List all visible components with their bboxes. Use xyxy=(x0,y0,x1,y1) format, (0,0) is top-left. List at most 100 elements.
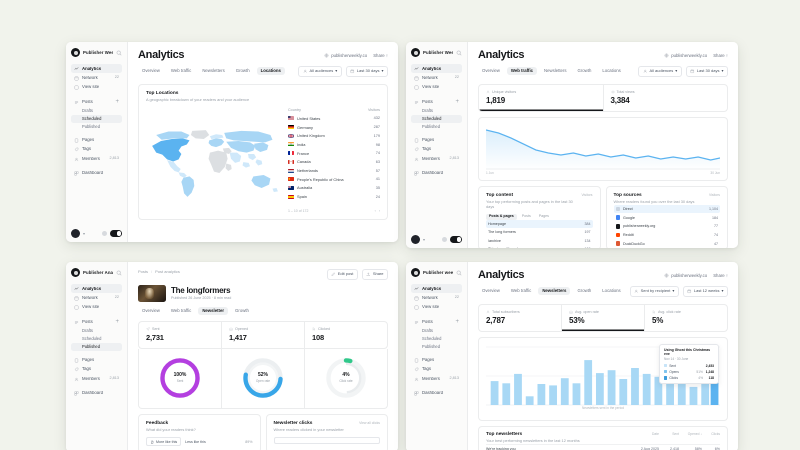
share-button[interactable]: Share ↑ xyxy=(713,272,728,278)
sidebar-item-members[interactable]: Members 2,813 xyxy=(71,374,122,383)
tab-newsletters[interactable]: Newsletters xyxy=(202,68,225,74)
add-post-button[interactable]: + xyxy=(115,319,119,326)
next-page-button[interactable]: › xyxy=(378,208,380,213)
share-button[interactable]: Share ↑ xyxy=(713,52,728,58)
sidebar-item-drafts[interactable]: Drafts xyxy=(82,108,93,114)
col-sent[interactable]: Sent xyxy=(672,431,679,436)
sidebar-item-posts[interactable]: Posts + xyxy=(71,317,122,327)
sidebar-item-published[interactable]: Published xyxy=(422,343,440,349)
country-row[interactable]: Netherlands 57 xyxy=(288,166,380,175)
tab-web-traffic[interactable]: Web traffic xyxy=(170,68,192,74)
sidebar-item-drafts[interactable]: Drafts xyxy=(422,108,433,114)
less-like-this-label[interactable]: Less like this xyxy=(185,439,206,444)
sidebar-item-tags[interactable]: Tags xyxy=(411,365,462,374)
sidebar-item-scheduled[interactable]: Scheduled xyxy=(82,335,102,341)
view-all-clicks-link[interactable]: View all clicks xyxy=(359,420,380,425)
dark-mode-toggle[interactable] xyxy=(450,236,462,243)
kpi-total-subscribers[interactable]: Total subscribers 2,787 xyxy=(479,304,562,331)
settings-icon[interactable] xyxy=(442,237,447,242)
world-map-chart[interactable] xyxy=(146,108,282,213)
country-row[interactable]: India 98 xyxy=(288,140,380,149)
sidebar-item-scheduled[interactable]: Scheduled xyxy=(71,115,122,123)
tab-growth[interactable]: Growth xyxy=(577,68,592,74)
audience-filter[interactable]: All audiences ▾ xyxy=(298,66,342,77)
sidebar-item-analytics[interactable]: Analytics xyxy=(71,64,122,74)
list-item[interactable]: Homepage 384 xyxy=(486,220,593,229)
list-item[interactable]: /archive 134 xyxy=(486,236,593,244)
tab-overview[interactable]: Overview xyxy=(482,288,500,294)
sidebar-item-network[interactable]: Network 22 xyxy=(411,293,462,302)
country-row[interactable]: France 74 xyxy=(288,149,380,158)
tab-locations[interactable]: Locations xyxy=(256,67,285,76)
col-opened[interactable]: Opened ↓ xyxy=(687,431,702,436)
sidebar-item-network[interactable]: Network 22 xyxy=(71,73,122,82)
sidebar-item-members[interactable]: Members 2,813 xyxy=(71,154,122,163)
tab-overview[interactable]: Overview xyxy=(142,68,160,74)
sidebar-item-drafts[interactable]: Drafts xyxy=(422,328,433,334)
sidebar-item-tags[interactable]: Tags xyxy=(71,145,122,154)
list-item[interactable]: Google 184 xyxy=(614,213,721,222)
search-icon[interactable] xyxy=(456,50,462,56)
chevron-down-icon[interactable]: ▾ xyxy=(83,231,86,236)
sidebar-item-pages[interactable]: Pages xyxy=(411,136,462,145)
sidebar-item-network[interactable]: Network 22 xyxy=(411,73,462,82)
sidebar-item-dashboard[interactable]: Dashboard xyxy=(411,389,462,398)
site-link[interactable]: publisherweekly.co xyxy=(664,273,707,278)
kpi-avg-open-rate[interactable]: Avg. open rate 53% xyxy=(562,304,645,331)
add-post-button[interactable]: + xyxy=(455,319,459,326)
date-range-filter[interactable]: Last 30 days ▾ xyxy=(685,66,728,77)
kpi-avg-click-rate[interactable]: Avg. click rate 5% xyxy=(645,305,727,331)
site-link[interactable]: publisherweekly.co xyxy=(324,53,367,58)
sidebar-item-pages[interactable]: Pages xyxy=(71,136,122,145)
list-item[interactable]: The long formers 197 xyxy=(486,228,593,236)
visitors-line-chart[interactable] xyxy=(486,124,720,170)
stat-clicked[interactable]: Clicked 108 xyxy=(305,322,387,348)
sidebar-item-network[interactable]: Network 22 xyxy=(71,293,122,302)
country-row[interactable]: Germany 287 xyxy=(288,123,380,132)
sidebar-item-tags[interactable]: Tags xyxy=(71,365,122,374)
kpi-total-views[interactable]: Total views 3,384 xyxy=(604,85,728,111)
table-row[interactable]: We're tracking you 2 Aug 2025 2,418 58% … xyxy=(486,443,720,450)
sidebar-item-analytics[interactable]: Analytics xyxy=(411,284,462,294)
search-icon[interactable] xyxy=(116,50,122,56)
tab-locations[interactable]: Locations xyxy=(602,288,621,294)
avatar[interactable] xyxy=(411,235,420,244)
date-range-filter[interactable]: Last 12 weeks ▾ xyxy=(682,286,728,297)
more-like-this-chip[interactable]: More like this xyxy=(146,436,182,447)
list-item[interactable]: DuckDuckGo 47 xyxy=(614,239,721,248)
share-button[interactable]: Share ↑ xyxy=(373,52,388,58)
country-row[interactable]: United States 432 xyxy=(288,114,380,123)
chevron-down-icon[interactable]: ▾ xyxy=(423,237,426,242)
tab-overview[interactable]: Overview xyxy=(142,307,160,313)
kpi-unique-visitors[interactable]: Unique visitors 1,819 xyxy=(479,84,604,111)
list-item[interactable]: Direct 1,104 xyxy=(613,204,720,214)
list-item[interactable]: Shipping a life cadence 108 xyxy=(486,245,593,248)
dark-mode-toggle[interactable] xyxy=(110,230,122,237)
sidebar-item-scheduled[interactable]: Scheduled xyxy=(422,335,442,341)
sidebar-item-published[interactable]: Published xyxy=(422,123,440,129)
add-post-button[interactable]: + xyxy=(455,99,459,106)
sidebar-item-view-site[interactable]: View site xyxy=(411,83,462,92)
tab-growth[interactable]: Growth xyxy=(577,288,592,294)
donut-sent[interactable]: 100% Sent xyxy=(157,355,203,401)
sidebar-item-posts[interactable]: Posts + xyxy=(71,97,122,107)
audience-filter[interactable]: All audiences ▾ xyxy=(638,66,682,77)
tab-newsletter[interactable]: Newsletter xyxy=(198,306,229,315)
donut-open-rate[interactable]: 52% Open rate xyxy=(240,355,286,401)
tab-newsletters[interactable]: Newsletters xyxy=(538,287,571,296)
share-post-button[interactable]: Share xyxy=(361,269,388,280)
sidebar-item-analytics[interactable]: Analytics xyxy=(411,64,462,74)
stat-sent[interactable]: Sent 2,731 xyxy=(139,321,222,348)
donut-click-rate[interactable]: 4% Click rate xyxy=(323,355,369,401)
country-row[interactable]: United Kingdom 179 xyxy=(288,132,380,141)
sidebar-item-members[interactable]: Members 2,813 xyxy=(411,374,462,383)
mini-tab-pages[interactable]: Pages xyxy=(538,214,549,218)
sidebar-item-dashboard[interactable]: Dashboard xyxy=(71,169,122,178)
sidebar-item-view-site[interactable]: View site xyxy=(411,303,462,312)
country-row[interactable]: Canada 63 xyxy=(288,158,380,167)
tab-web-traffic[interactable]: Web traffic xyxy=(506,67,538,76)
sidebar-item-posts[interactable]: Posts + xyxy=(411,97,462,107)
tab-growth[interactable]: Growth xyxy=(235,307,249,313)
search-icon[interactable] xyxy=(116,270,122,276)
col-clicks[interactable]: Clicks xyxy=(711,431,720,436)
